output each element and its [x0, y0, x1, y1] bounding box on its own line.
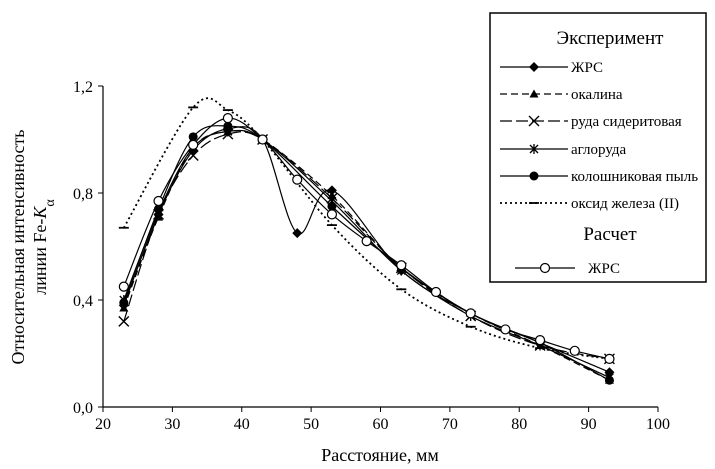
data-point: [188, 132, 198, 142]
y-axis-title: Относительная интенсивность линии Fe-Kα: [8, 129, 58, 364]
data-point: [327, 191, 337, 200]
x-tick-label: 90: [581, 416, 597, 433]
legend-item: ЖРС: [500, 60, 603, 76]
series-6: [118, 112, 615, 364]
legend: Эксперимент Расчет ЖРС окалина руда сидери…: [489, 12, 707, 283]
legend-item: колошниковая пыль: [500, 169, 698, 185]
legend-title-calculation: Расчет: [583, 224, 637, 245]
legend-marker: [529, 89, 539, 98]
x-tick-label: 50: [303, 416, 319, 433]
y-tick-label: 0,0: [73, 400, 93, 417]
legend-item: оксид железа (II): [500, 196, 679, 212]
data-point: [118, 315, 130, 327]
x-tick-label: 20: [95, 416, 111, 433]
data-point: [119, 298, 129, 308]
legend-label: оксид железа (II): [571, 196, 679, 212]
data-point: [534, 335, 546, 346]
data-point: [326, 209, 338, 220]
y-axis-title-line1: Относительная интенсивность: [8, 129, 28, 364]
y-axis-title-k: K: [30, 206, 50, 220]
legend-item: окалина: [500, 87, 623, 103]
data-point: [118, 281, 129, 292]
x-tick-label: 100: [646, 416, 670, 433]
x-tick-label: 70: [442, 416, 458, 433]
legend-box: [489, 12, 707, 283]
legend-label: руда сидеритовая: [571, 114, 682, 130]
legend-label: колошниковая пыль: [571, 169, 698, 185]
data-point: [223, 121, 233, 131]
data-point: [188, 139, 199, 150]
y-tick-label: 0,8: [73, 186, 93, 203]
data-point: [119, 303, 129, 312]
legend-item: ЖРС: [515, 261, 620, 277]
data-point: [396, 260, 407, 271]
legend-label: ЖРС: [588, 261, 620, 277]
data-point: [222, 112, 233, 124]
data-point: [327, 201, 337, 211]
legend-marker: [529, 171, 539, 181]
y-axis-title-alpha: α: [43, 199, 58, 207]
data-point: [465, 308, 476, 319]
x-tick-label: 80: [511, 416, 527, 433]
legend-marker: [529, 62, 539, 72]
data-point: [569, 345, 580, 356]
legend-title-experiment: Эксперимент: [557, 28, 665, 49]
data-point: [430, 286, 442, 298]
x-tick-label: 30: [164, 416, 180, 433]
y-tick-label: 0,4: [73, 293, 93, 310]
data-point: [604, 353, 615, 364]
x-axis-title: Расстояние, мм: [321, 445, 439, 465]
legend-label: ЖРС: [571, 60, 603, 76]
data-point: [500, 324, 511, 335]
legend-label: аглоруда: [571, 142, 627, 158]
y-axis-title-prefix: линии Fe-: [30, 219, 50, 295]
y-tick-label: 1,2: [73, 79, 93, 96]
data-point: [361, 236, 372, 247]
y-axis-title-line2: линии Fe-Kα: [30, 199, 58, 295]
data-point: [292, 228, 303, 239]
data-point: [604, 375, 614, 385]
x-tick-label: 40: [234, 416, 250, 433]
data-point: [153, 195, 164, 207]
legend-item: руда сидеритовая: [500, 114, 682, 130]
legend-marker: [539, 262, 551, 274]
legend-item: аглоруда: [500, 142, 627, 158]
data-point: [257, 134, 268, 145]
legend-marker: [529, 144, 539, 154]
legend-label: окалина: [571, 87, 623, 103]
data-point: [292, 174, 303, 185]
x-tick-label: 60: [373, 416, 389, 433]
legend-marker: [528, 115, 540, 127]
